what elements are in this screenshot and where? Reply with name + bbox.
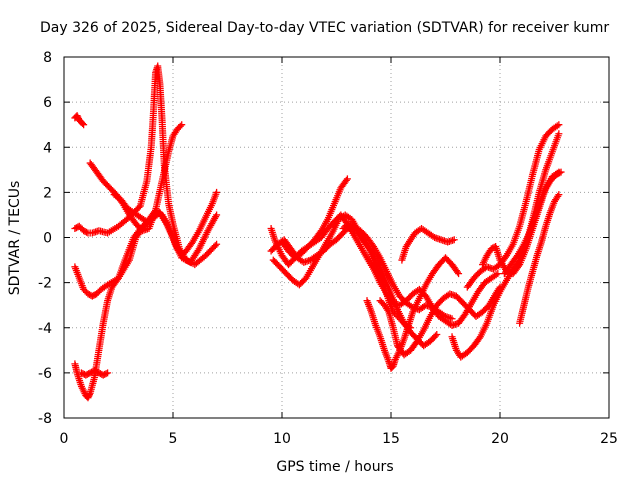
data-point xyxy=(83,228,91,236)
data-point xyxy=(213,188,221,196)
data-point xyxy=(553,122,561,130)
chart-title: Day 326 of 2025, Sidereal Day-to-day VTE… xyxy=(40,20,609,36)
data-series-9 xyxy=(269,211,441,350)
x-tick-label: 5 xyxy=(169,431,178,447)
data-point xyxy=(494,270,502,278)
data-point xyxy=(213,211,221,219)
x-tick-label: 20 xyxy=(491,431,509,447)
y-tick-label: 0 xyxy=(43,231,52,247)
data-point xyxy=(79,120,87,128)
data-point xyxy=(555,121,563,129)
data-series-12 xyxy=(363,254,463,372)
data-point xyxy=(143,218,151,226)
data-point xyxy=(85,391,93,399)
axis-ticks: 0 5 10 15 20 25 -8 -6 -4 -2 0 2 4 6 8 xyxy=(38,50,618,447)
data-series-19 xyxy=(516,191,563,327)
x-tick-label: 15 xyxy=(382,431,400,447)
data-point xyxy=(556,169,564,177)
data-series-6 xyxy=(110,191,151,226)
data-series-0 xyxy=(71,112,88,129)
data-point xyxy=(178,121,186,129)
data-point xyxy=(104,369,112,377)
data-point xyxy=(211,242,219,250)
data-markers xyxy=(71,62,565,402)
data-point xyxy=(213,240,221,248)
data-series-5 xyxy=(77,367,112,379)
data-point xyxy=(85,392,93,400)
data-series-10 xyxy=(278,211,502,329)
data-point xyxy=(343,175,351,183)
data-point xyxy=(84,394,92,402)
x-axis-label: GPS time / hours xyxy=(276,459,393,475)
y-tick-label: 4 xyxy=(43,140,52,156)
data-point xyxy=(431,332,439,340)
y-tick-label: 2 xyxy=(43,185,52,201)
data-point xyxy=(176,122,184,130)
data-series-11 xyxy=(339,220,456,323)
data-point xyxy=(555,191,563,199)
y-tick-label: -6 xyxy=(38,366,52,382)
y-tick-label: 6 xyxy=(43,95,52,111)
data-point xyxy=(557,168,565,176)
data-point xyxy=(450,236,458,244)
y-tick-label: -8 xyxy=(38,411,52,427)
data-series-18 xyxy=(500,168,565,278)
data-point xyxy=(102,370,110,378)
data-point xyxy=(342,176,350,184)
data-point xyxy=(113,276,121,284)
data-point xyxy=(453,268,461,276)
data-point xyxy=(433,331,441,339)
data-point xyxy=(555,130,563,138)
data-point xyxy=(492,271,500,279)
data-series-3 xyxy=(71,188,221,402)
x-tick-label: 0 xyxy=(60,431,69,447)
data-series-14 xyxy=(398,224,458,264)
data-point xyxy=(455,270,463,278)
data-point xyxy=(80,121,88,129)
data-point xyxy=(73,112,81,120)
x-tick-label: 10 xyxy=(273,431,291,447)
y-axis-label: SDTVAR / TECUs xyxy=(7,181,23,296)
x-tick-label: 25 xyxy=(600,431,618,447)
data-series-15 xyxy=(448,130,563,361)
data-point xyxy=(74,113,82,121)
y-tick-label: 8 xyxy=(43,50,52,66)
data-point xyxy=(448,315,456,323)
y-tick-label: -2 xyxy=(38,276,52,292)
data-point xyxy=(141,217,149,225)
y-tick-label: -4 xyxy=(38,321,52,337)
